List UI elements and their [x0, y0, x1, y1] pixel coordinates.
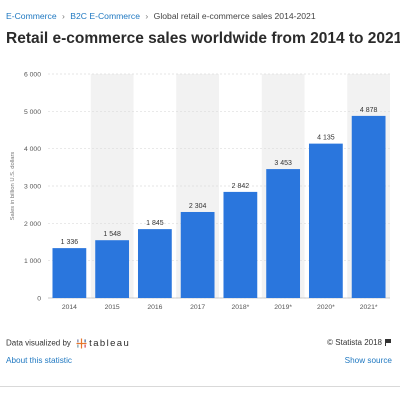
data-label: 1 336: [61, 239, 79, 246]
y-tick-label: 3 000: [24, 184, 41, 191]
y-tick-label: 0: [37, 296, 41, 303]
data-label: 4 878: [360, 107, 378, 114]
bar: [223, 191, 258, 298]
flag-icon[interactable]: [385, 339, 392, 346]
x-tick-label: 2015: [105, 304, 120, 311]
x-tick-label: 2021*: [360, 304, 378, 311]
x-tick-label: 2020*: [317, 304, 335, 311]
show-source-link[interactable]: Show source: [344, 356, 392, 365]
x-tick-label: 2019*: [274, 304, 292, 311]
tableau-wordmark: tableau: [89, 338, 131, 349]
breadcrumb-current: Global retail e-commerce sales 2014-2021: [153, 11, 316, 21]
x-tick-label: 2016: [147, 304, 162, 311]
data-label: 4 135: [317, 135, 335, 142]
chart-container: 0 1 000 2 000 3 000 4 000 5 000 6 000 1 336 2014…: [0, 60, 400, 322]
y-tick-label: 6 000: [24, 72, 41, 79]
bar: [180, 211, 215, 298]
bar: [137, 229, 172, 298]
bar: [266, 169, 301, 298]
bar-chart: 0 1 000 2 000 3 000 4 000 5 000 6 000 1 336 2014…: [10, 72, 390, 311]
page-title: Retail e-commerce sales worldwide from 2…: [6, 30, 400, 47]
x-tick-label: 2017: [190, 304, 205, 311]
about-statistic-link[interactable]: About this statistic: [6, 356, 72, 365]
data-visualized-by-label: Data visualized by: [6, 338, 71, 348]
y-tick-label: 5 000: [24, 109, 41, 116]
bar: [308, 143, 343, 298]
y-tick-label: 2 000: [24, 221, 41, 228]
x-tick-label: 2018*: [231, 304, 249, 311]
divider: [0, 386, 400, 387]
y-axis-title: Sales in billion U.S. dollars: [10, 152, 16, 221]
data-label: 2 842: [232, 183, 250, 190]
bar: [52, 248, 87, 298]
breadcrumb-separator: ›: [145, 11, 149, 21]
bar: [95, 240, 130, 298]
tableau-cross-icon: [76, 338, 87, 349]
data-label: 2 304: [189, 203, 207, 210]
breadcrumb: E-Commerce › B2C E-Commerce › Global ret…: [6, 11, 316, 21]
copyright-text: © Statista 2018: [327, 338, 382, 347]
breadcrumb-separator: ›: [62, 11, 65, 21]
data-visualized-by: Data visualized by tableau: [6, 338, 130, 349]
breadcrumb-b2c-link[interactable]: B2C E-Commerce: [70, 11, 141, 21]
data-label: 1 845: [146, 220, 164, 227]
data-label: 1 548: [103, 231, 121, 238]
y-tick-label: 4 000: [24, 146, 41, 153]
data-label: 3 453: [274, 160, 292, 167]
copyright-notice: © Statista 2018: [327, 338, 392, 347]
tableau-logo[interactable]: tableau: [76, 338, 130, 349]
x-tick-label: 2014: [62, 304, 77, 311]
y-tick-label: 1 000: [24, 258, 41, 265]
breadcrumb-ecommerce-link[interactable]: E-Commerce: [6, 11, 57, 21]
bar: [351, 115, 386, 298]
